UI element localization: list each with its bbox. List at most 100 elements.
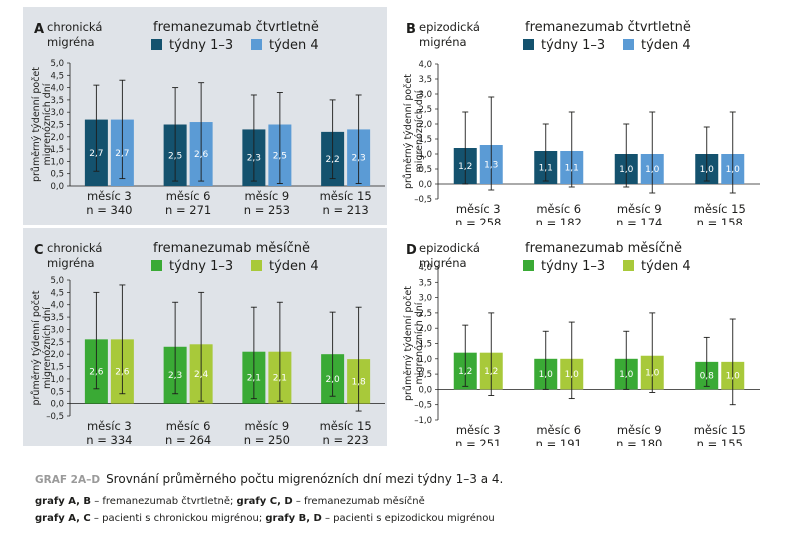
chart-d-legend-swatch-1 bbox=[523, 260, 534, 271]
chart-b-ytick-label-3: 2,5 bbox=[418, 105, 432, 115]
chart-a-legend-label-1: týdny 1–3 bbox=[169, 38, 233, 53]
chart-c-value-label-s2-c4: 1,8 bbox=[351, 377, 366, 387]
chart-a-subtitle-2: migréna bbox=[47, 35, 95, 49]
chart-c-ytick-label-10: 0,0 bbox=[50, 400, 64, 410]
chart-b-value-label-s2-c3: 1,0 bbox=[645, 165, 660, 175]
chart-a-value-label-s1-c2: 2,5 bbox=[168, 151, 182, 161]
chart-c-n-label-2: n = 264 bbox=[165, 433, 211, 446]
chart-a-ytick-label-6: 2,0 bbox=[50, 133, 64, 143]
chart-a-ytick-label-7: 1,5 bbox=[50, 145, 64, 155]
chart-d-subtitle-2: migréna bbox=[419, 256, 467, 270]
chart-a-value-label-s1-c4: 2,2 bbox=[325, 155, 339, 165]
chart-a-n-label-4: n = 213 bbox=[323, 203, 369, 217]
chart-a-n-label-2: n = 271 bbox=[165, 203, 211, 217]
chart-c-value-label-s1-c1: 2,6 bbox=[89, 367, 104, 377]
caption-l3-b1: grafy A, C bbox=[35, 513, 91, 524]
chart-c-ytick-label-4: 3,0 bbox=[50, 325, 64, 335]
chart-d-n-label-3: n = 180 bbox=[616, 437, 662, 446]
chart-c-ytick-label-1: 4,5 bbox=[50, 288, 64, 298]
chart-c-ytick-label-3: 3,5 bbox=[50, 313, 64, 323]
chart-a-legend-swatch-2 bbox=[251, 39, 262, 50]
chart-b-ylabel-line-2: migrenózních dní bbox=[414, 90, 425, 172]
chart-a-value-label-s1-c1: 2,7 bbox=[89, 149, 103, 159]
caption-l2-b2: grafy C, D bbox=[236, 496, 293, 507]
chart-d-legend-swatch-2 bbox=[623, 260, 634, 271]
chart-d-value-label-s1-c3: 1,0 bbox=[619, 370, 634, 380]
chart-c-value-label-s2-c2: 2,4 bbox=[194, 370, 209, 380]
chart-a-ytick-label-0: 5,0 bbox=[50, 59, 64, 69]
chart-c-category-4: měsíc 15 bbox=[320, 419, 372, 433]
chart-d-ytick-label-4: 2,0 bbox=[418, 324, 432, 334]
chart-a-letter: A bbox=[34, 22, 44, 37]
chart-d-ytick-label-0: 4,0 bbox=[418, 263, 432, 273]
chart-b-legend-swatch-2 bbox=[623, 39, 634, 50]
chart-c-value-label-s2-c1: 2,6 bbox=[115, 367, 130, 377]
chart-c-ytick-label-5: 2,5 bbox=[50, 338, 64, 348]
chart-a-category-2: měsíc 6 bbox=[166, 189, 211, 203]
chart-b-legend-label-2: týden 4 bbox=[641, 38, 691, 53]
chart-b-value-label-s2-c1: 1,3 bbox=[484, 161, 498, 171]
chart-c-ytick-label-6: 2,0 bbox=[50, 350, 64, 360]
chart-d-ytick-label-10: –1,0 bbox=[414, 416, 432, 426]
chart-a-ytick-label-8: 1,0 bbox=[50, 157, 64, 167]
chart-c-n-label-3: n = 250 bbox=[244, 433, 290, 446]
chart-d-legend-label-2: týden 4 bbox=[641, 259, 691, 274]
chart-c-value-label-s1-c3: 2,1 bbox=[247, 374, 261, 384]
chart-c-legend-swatch-2 bbox=[251, 260, 262, 271]
caption-title: Srovnání průměrného počtu migrenózních d… bbox=[106, 472, 504, 486]
chart-c-ylabel-line-1: průměrný týdenní počet bbox=[31, 290, 42, 405]
chart-c-ylabel: průměrný týdenní početmigrenózních dní bbox=[31, 290, 53, 405]
chart-b-ytick-label-9: –0,5 bbox=[414, 195, 432, 205]
chart-c-category-1: měsíc 3 bbox=[87, 419, 132, 433]
chart-c-legend-label-2: týden 4 bbox=[269, 259, 319, 274]
chart-c-category-2: měsíc 6 bbox=[166, 419, 211, 433]
chart-a-category-3: měsíc 9 bbox=[244, 189, 289, 203]
chart-a-ylabel: průměrný týdenní početmigrenózních dní bbox=[31, 67, 53, 182]
chart-d-ytick-label-8: 0,0 bbox=[418, 385, 432, 395]
chart-b-ytick-label-1: 3,5 bbox=[418, 75, 432, 85]
chart-a-n-label-3: n = 253 bbox=[244, 203, 290, 217]
chart-d-ytick-label-7: 0,5 bbox=[418, 370, 432, 380]
chart-d-category-1: měsíc 3 bbox=[456, 423, 501, 437]
chart-d-legend-label-1: týdny 1–3 bbox=[541, 259, 605, 274]
chart-d-value-label-s1-c2: 1,0 bbox=[539, 370, 554, 380]
chart-d-ytick-label-6: 1,0 bbox=[418, 355, 432, 365]
chart-d-subtitle-1: epizodická bbox=[419, 241, 480, 255]
chart-c-ytick-label-2: 4,0 bbox=[50, 301, 64, 311]
chart-a-ytick-label-9: 0,5 bbox=[50, 170, 64, 180]
chart-b-ytick-label-0: 4,0 bbox=[418, 60, 432, 70]
chart-b-value-label-s1-c3: 1,0 bbox=[619, 165, 634, 175]
chart-c-n-label-1: n = 334 bbox=[86, 433, 132, 446]
chart-d-ytick-label-5: 1,5 bbox=[418, 340, 432, 350]
caption-l2-b1: grafy A, B bbox=[35, 496, 92, 507]
chart-d-letter: D bbox=[406, 243, 417, 258]
caption-l3-b2: grafy B, D bbox=[265, 513, 322, 524]
chart-a-value-label-s2-c1: 2,7 bbox=[115, 149, 129, 159]
chart-b-n-label-2: n = 182 bbox=[536, 216, 582, 225]
chart-d-ylabel: průměrný týdenní početmigrenózních dní bbox=[403, 286, 425, 401]
chart-d-ytick-label-1: 3,5 bbox=[418, 278, 432, 288]
chart-a-n-label-1: n = 340 bbox=[86, 203, 132, 217]
chart-c-title: fremanezumab měsíčně bbox=[153, 241, 310, 256]
chart-c-legend-swatch-1 bbox=[151, 260, 162, 271]
chart-b-value-label-s1-c2: 1,1 bbox=[539, 164, 553, 174]
chart-b-n-label-3: n = 174 bbox=[616, 216, 662, 225]
chart-c-ytick-label-0: 5,0 bbox=[50, 276, 64, 286]
chart-b-ytick-label-7: 0,5 bbox=[418, 165, 432, 175]
chart-b-category-4: měsíc 15 bbox=[694, 202, 746, 216]
chart-d-ylabel-line-1: průměrný týdenní počet bbox=[403, 286, 414, 401]
chart-b-ytick-label-6: 1,0 bbox=[418, 150, 432, 160]
chart-a-legend-label-2: týden 4 bbox=[269, 38, 319, 53]
caption-line-3: grafy A, C – pacienti s chronickou migré… bbox=[35, 513, 755, 524]
chart-b-ytick-label-2: 3,0 bbox=[418, 90, 432, 100]
chart-c-value-label-s1-c2: 2,3 bbox=[168, 371, 182, 381]
chart-a-ylabel-line-1: průměrný týdenní počet bbox=[31, 67, 42, 182]
chart-b-ylabel-line-1: průměrný týdenní počet bbox=[403, 74, 414, 189]
chart-b-legend-label-1: týdny 1–3 bbox=[541, 38, 605, 53]
chart-c-value-label-s1-c4: 2,0 bbox=[325, 375, 340, 385]
chart-b-ytick-label-4: 2,0 bbox=[418, 120, 432, 130]
